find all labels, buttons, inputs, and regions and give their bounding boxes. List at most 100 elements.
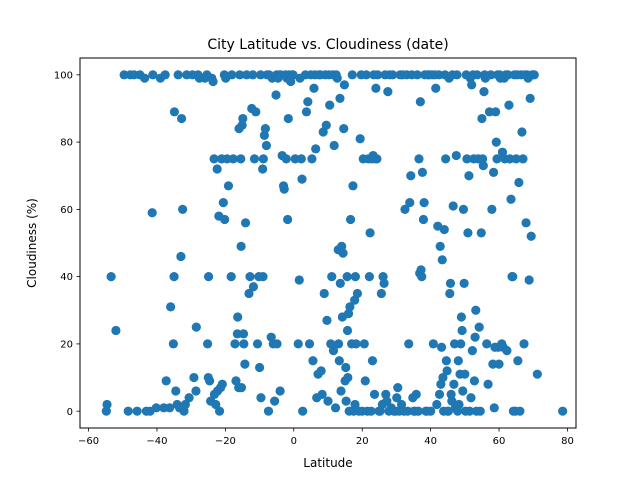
- scatter-point: [454, 399, 464, 410]
- scatter-point: [191, 322, 201, 332]
- x-tick-label: 40: [424, 436, 437, 447]
- y-axis-label: Cloudiness (%): [25, 198, 39, 288]
- scatter-point: [322, 315, 332, 325]
- scatter-point: [338, 248, 348, 258]
- scatter-point: [176, 113, 187, 124]
- scatter-point: [106, 272, 116, 282]
- scatter-point: [140, 73, 150, 83]
- scatter-point: [297, 174, 307, 184]
- scatter-point: [272, 339, 282, 349]
- scatter-point: [460, 369, 470, 379]
- scatter-point: [477, 113, 487, 124]
- scatter-point: [469, 376, 480, 386]
- scatter-point: [513, 356, 523, 366]
- scatter-point: [436, 342, 447, 352]
- y-tick-label: 20: [60, 340, 73, 351]
- scatter-point: [458, 204, 469, 214]
- scatter-point: [445, 278, 456, 288]
- scatter-point: [343, 372, 353, 383]
- scatter-point: [298, 406, 308, 416]
- scatter-point: [258, 154, 268, 164]
- scatter-point: [441, 154, 451, 164]
- scatter-point: [236, 241, 246, 251]
- scatter-point: [482, 339, 492, 349]
- scatter-point: [259, 130, 269, 140]
- scatter-point: [251, 107, 261, 117]
- scatter-point: [161, 376, 171, 386]
- scatter-point: [256, 70, 266, 80]
- scatter-point: [521, 218, 531, 228]
- scatter-point: [478, 154, 488, 164]
- scatter-point: [471, 305, 481, 315]
- scatter-point: [405, 198, 415, 208]
- scatter-point: [189, 372, 199, 383]
- scatter-point: [448, 201, 458, 211]
- scatter-point: [244, 288, 254, 299]
- scatter-point: [476, 228, 486, 238]
- scatter-point: [464, 171, 474, 181]
- scatter-point: [415, 97, 425, 107]
- scatter-point: [101, 406, 111, 416]
- y-tick-label: 0: [67, 407, 73, 418]
- scatter-point: [288, 70, 298, 80]
- scatter-point: [205, 376, 215, 386]
- scatter-point: [258, 272, 268, 282]
- scatter-point: [494, 359, 504, 369]
- scatter-point: [443, 406, 454, 416]
- scatter-point: [245, 272, 255, 282]
- scatter-point: [457, 325, 467, 336]
- scatter-point: [218, 198, 228, 208]
- scatter-point: [467, 346, 477, 356]
- scatter-point: [223, 181, 234, 191]
- scatter-point: [191, 386, 201, 396]
- scatter-point: [151, 403, 161, 413]
- scatter-point: [418, 214, 429, 225]
- scatter-point: [332, 73, 342, 83]
- scatter-point: [102, 399, 112, 410]
- scatter-point: [478, 161, 488, 171]
- scatter-point: [173, 70, 183, 80]
- scatter-point: [506, 194, 516, 204]
- scatter-point: [383, 87, 393, 97]
- scatter-point: [230, 339, 240, 349]
- scatter-point: [417, 167, 428, 177]
- scatter-point: [438, 372, 448, 383]
- scatter-point: [184, 393, 194, 403]
- scatter-point: [406, 171, 416, 181]
- scatter-point: [514, 177, 524, 188]
- scatter-point: [238, 113, 248, 124]
- scatter-point: [381, 389, 391, 399]
- scatter-point: [160, 70, 170, 80]
- scatter-point: [347, 70, 357, 80]
- scatter-point: [304, 339, 315, 349]
- scatter-point: [388, 70, 398, 80]
- scatter-point: [462, 154, 472, 164]
- scatter-point: [261, 140, 272, 151]
- scatter-point: [511, 154, 521, 164]
- scatter-point: [236, 383, 247, 393]
- x-tick-label: 80: [561, 436, 574, 447]
- scatter-point: [428, 339, 438, 349]
- scatter-point: [508, 272, 518, 282]
- scatter-point: [486, 70, 496, 80]
- scatter-point: [411, 389, 421, 399]
- scatter-point: [414, 154, 424, 164]
- scatter-point: [271, 90, 281, 100]
- scatter-point: [361, 70, 371, 80]
- scatter-point: [458, 386, 468, 396]
- scatter-point: [413, 406, 423, 416]
- scatter-point: [147, 208, 157, 218]
- scatter-point: [212, 164, 222, 174]
- scatter-point: [178, 204, 188, 214]
- scatter-point: [321, 120, 331, 130]
- y-tick-label: 100: [54, 70, 73, 81]
- scatter-point: [283, 113, 293, 124]
- scatter-point: [441, 356, 451, 366]
- scatter-point: [350, 399, 360, 410]
- scatter-point: [202, 339, 213, 349]
- scatter-point: [330, 403, 341, 413]
- scatter-point: [483, 379, 493, 389]
- scatter-point: [382, 396, 392, 406]
- x-tick-label: −60: [78, 436, 99, 447]
- scatter-point: [372, 154, 382, 164]
